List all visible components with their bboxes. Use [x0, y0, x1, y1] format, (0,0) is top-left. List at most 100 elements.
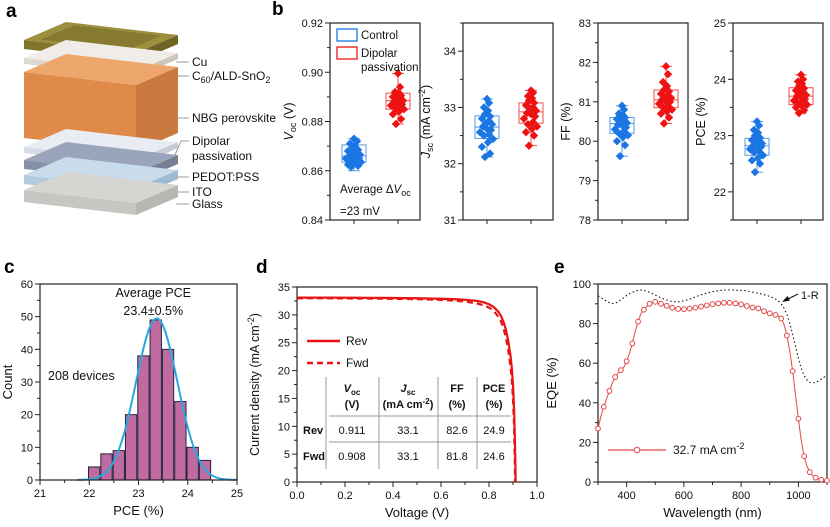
ylabel-pce: PCE (%) — [694, 97, 708, 146]
panel-b-label: b — [272, 0, 284, 20]
layer-glass — [24, 172, 178, 215]
svg-text:30: 30 — [278, 310, 290, 322]
panel-d-jv-curve: 0 5 10 15 20 25 30 35 0.0 0.2 0.4 0.6 0.8 1.0 Rev Fwd Vo… — [245, 245, 545, 527]
svg-text:35: 35 — [278, 282, 290, 294]
svg-text:400: 400 — [617, 490, 635, 502]
integrated-jsc-label: 32.7 mA cm-2 — [673, 441, 744, 457]
svg-text:1000: 1000 — [786, 490, 810, 502]
eqe-spectrum-svg: 0 20 40 60 80 100 400 600 800 1000 1-R 32.7 mA cm-2… — [544, 279, 830, 520]
panel-e-eqe-spectrum: 0 20 40 60 80 100 400 600 800 1000 1-R 32.7 mA cm-2… — [540, 245, 830, 527]
ylabel-ff: FF (%) — [559, 102, 573, 140]
svg-text:23: 23 — [132, 488, 144, 500]
svg-text:800: 800 — [732, 490, 750, 502]
svg-text:40: 40 — [21, 344, 33, 356]
svg-text:23: 23 — [714, 131, 726, 143]
layer-label-nbg-perovskite: NBG perovskite — [192, 111, 276, 125]
table-units-0: (V) — [345, 399, 360, 411]
table-units-1: (mA cm-2) — [383, 397, 434, 411]
table-value-Fwd-2: 81.8 — [446, 451, 467, 463]
svg-text:20: 20 — [579, 437, 591, 449]
legend-fwd-label: Fwd — [346, 356, 369, 370]
svg-text:31: 31 — [444, 215, 456, 227]
svg-text:80: 80 — [579, 136, 591, 148]
legend-rev-label: Rev — [346, 334, 367, 348]
svg-text:0: 0 — [284, 477, 290, 489]
panel-e-label: e — [554, 257, 565, 278]
svg-text:0: 0 — [27, 475, 33, 487]
b-jsc-passivation-group — [518, 86, 544, 150]
svg-text:0.8: 0.8 — [481, 490, 496, 502]
svg-text:0.86: 0.86 — [302, 166, 323, 178]
svg-text:80: 80 — [579, 319, 591, 331]
svg-text:10: 10 — [278, 421, 290, 433]
svg-text:0.88: 0.88 — [302, 117, 323, 129]
ylabel-jsc: Jsc (mA cm-2) — [417, 85, 435, 159]
b-legend: Control Dipolar passivation — [336, 28, 419, 74]
svg-text:15: 15 — [278, 393, 290, 405]
svg-text:25: 25 — [278, 338, 290, 350]
table-row-label-Fwd: Fwd — [303, 451, 325, 463]
svg-text:33: 33 — [444, 102, 456, 114]
d-xlabel: Voltage (V) — [385, 505, 449, 520]
panel-c-label: c — [4, 257, 15, 278]
b-ff-passivation-group — [653, 62, 679, 128]
svg-text:0.0: 0.0 — [289, 490, 304, 502]
svg-text:25: 25 — [714, 18, 726, 30]
svg-text:0.92: 0.92 — [302, 18, 323, 30]
svg-text:20: 20 — [21, 410, 33, 422]
table-value-Rev-2: 82.6 — [446, 425, 467, 437]
svg-text:0: 0 — [585, 477, 591, 489]
table-value-Fwd-1: 33.1 — [397, 451, 418, 463]
svg-text:78: 78 — [579, 215, 591, 227]
b-ff-control-group — [609, 101, 635, 161]
one-minus-r-label: 1-R — [801, 290, 819, 302]
avg-pce-annotation-2: 23.4±0.5% — [123, 304, 183, 318]
svg-text:60: 60 — [21, 279, 33, 291]
svg-text:0.90: 0.90 — [302, 67, 323, 79]
svg-text:83: 83 — [579, 18, 591, 30]
svg-text:50: 50 — [21, 312, 33, 324]
histogram-bars — [88, 319, 212, 481]
svg-text:100: 100 — [573, 279, 591, 291]
layer-label-pedot-pss: PEDOT:PSS — [192, 170, 259, 184]
b-subplot-jsc: 31 32 33 34 Jsc (mA cm-2) — [417, 22, 554, 227]
layer-nbg-perovskite — [24, 54, 178, 151]
panel-d-label: d — [256, 257, 268, 278]
svg-text:40: 40 — [579, 398, 591, 410]
svg-text:82: 82 — [579, 57, 591, 69]
b-pce-passivation-group — [788, 70, 814, 118]
panel-b-statistics-charts: 0.84 0.86 0.88 0.90 0.92 Voc (V) Control Dipola… — [275, 0, 830, 245]
d-ylabel: Current density (mA cm-2) — [246, 313, 262, 456]
svg-text:32: 32 — [444, 159, 456, 171]
svg-text:24: 24 — [182, 488, 194, 500]
table-value-Rev-0: 0.911 — [339, 425, 366, 437]
panel-a-label: a — [6, 1, 17, 22]
pce-histogram-svg: 0 10 20 30 40 50 60 21 22 23 24 25 Average PCE 23.4±0… — [0, 279, 243, 518]
table-value-Fwd-3: 24.6 — [483, 451, 504, 463]
legend-passivation-label-1: Dipolar — [361, 48, 398, 60]
jv-fwd-curve — [296, 297, 517, 483]
legend-control-label: Control — [361, 30, 398, 42]
delta-voc-annotation-2: =23 mV — [340, 206, 380, 218]
table-header-2: FF — [450, 383, 464, 395]
panel-c-pce-histogram: 0 10 20 30 40 50 60 21 22 23 24 25 Average PCE 23.4±0… — [0, 245, 255, 527]
layer-label-cu: Cu — [192, 55, 207, 69]
devices-annotation: 208 devices — [48, 369, 115, 383]
one-minus-r-curve — [597, 289, 828, 384]
svg-text:34: 34 — [444, 46, 456, 58]
e-xlabel: Wavelength (nm) — [663, 505, 762, 520]
table-value-Rev-3: 24.9 — [483, 425, 504, 437]
e-ylabel: EQE (%) — [544, 357, 559, 408]
b-pce-control-group — [744, 117, 770, 177]
svg-text:0.84: 0.84 — [302, 215, 323, 227]
b-jsc-control-group — [474, 94, 500, 162]
eqe-curve-markers — [595, 298, 830, 484]
b-voc-control-group — [341, 134, 367, 172]
avg-pce-annotation-1: Average PCE — [116, 286, 192, 300]
gaussian-fit-curve — [76, 317, 238, 481]
statistics-charts-svg: 0.84 0.86 0.88 0.90 0.92 Voc (V) Control Dipola… — [282, 18, 824, 227]
svg-text:0.6: 0.6 — [433, 490, 448, 502]
svg-text:22: 22 — [714, 187, 726, 199]
